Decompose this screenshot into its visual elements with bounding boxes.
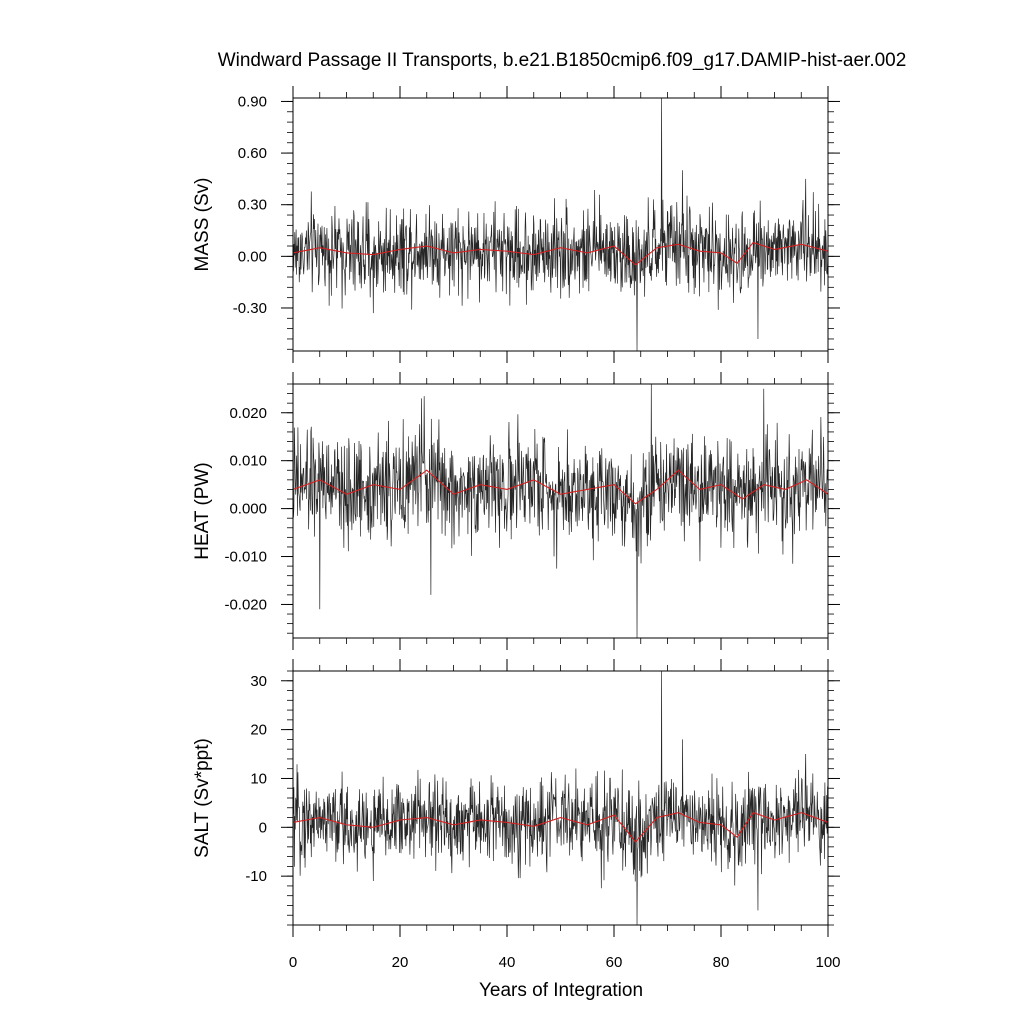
y-tick-label: 0.010 bbox=[229, 453, 267, 470]
chart-title: Windward Passage II Transports, b.e21.B1… bbox=[218, 50, 907, 71]
y-tick-label: 30 bbox=[250, 673, 267, 690]
x-axis-label: Years of Integration bbox=[479, 980, 643, 1001]
y-tick-label: -0.30 bbox=[233, 300, 267, 317]
x-tick-label: 0 bbox=[289, 954, 297, 971]
panel-1: -0.30 0.00 0.30 0.60 0.90 MASS (Sv) bbox=[192, 86, 840, 363]
x-tick-label: 80 bbox=[713, 954, 730, 971]
y-tick-label: 0.00 bbox=[238, 248, 267, 265]
y-tick-label: 0.30 bbox=[238, 197, 267, 214]
y-tick-label: -0.020 bbox=[224, 596, 267, 613]
series-line-raw bbox=[293, 671, 828, 925]
x-tick-label: 20 bbox=[392, 954, 409, 971]
y-tick-label: 0.60 bbox=[238, 145, 267, 162]
panel-2: -0.020 -0.010 0.000 0.010 0.020 HEAT (PW) bbox=[192, 372, 840, 650]
x-tick-label: 60 bbox=[606, 954, 623, 971]
series-line-smoothed bbox=[293, 241, 828, 266]
y-tick-label: 0.000 bbox=[229, 501, 267, 518]
y-tick-label: 0 bbox=[259, 819, 267, 836]
series-line-smoothed bbox=[293, 469, 828, 505]
y-tick-label: 0.020 bbox=[229, 405, 267, 422]
y-tick-label: -10 bbox=[245, 868, 267, 885]
panel-frame bbox=[292, 670, 829, 926]
y-tick-label: 0.90 bbox=[238, 93, 267, 110]
series-line-smoothed bbox=[293, 811, 828, 843]
x-tick-label: 40 bbox=[499, 954, 516, 971]
y-axis-label: SALT (Sv*ppt) bbox=[192, 738, 213, 858]
y-axis-label: MASS (Sv) bbox=[192, 178, 213, 272]
panel-3: -10 0 10 20 30 SALT (Sv*ppt) bbox=[192, 659, 840, 937]
y-tick-label: 20 bbox=[250, 722, 267, 739]
y-tick-label: 10 bbox=[250, 770, 267, 787]
series-line-raw bbox=[293, 98, 828, 351]
y-axis-label: HEAT (PW) bbox=[192, 462, 213, 559]
series-line-raw bbox=[293, 384, 828, 638]
y-tick-label: -0.010 bbox=[224, 549, 267, 566]
x-tick-label: 100 bbox=[815, 954, 840, 971]
